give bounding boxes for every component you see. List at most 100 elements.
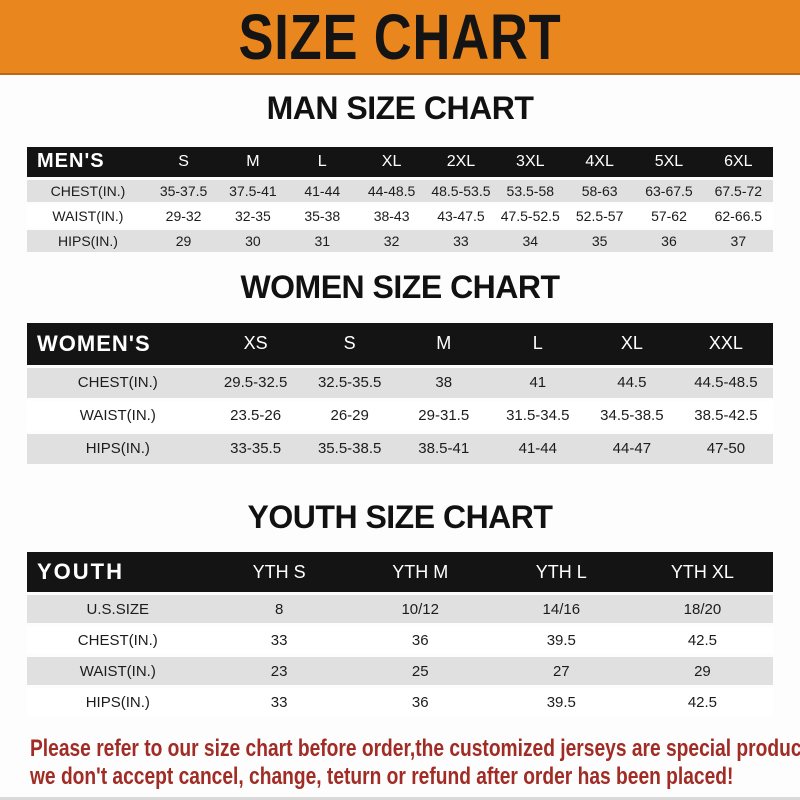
table-row: WAIST(IN.) 29-32 32-35 35-38 38-43 43-47.5 47.… [27,204,773,227]
size-value-cell: 36 [349,626,491,655]
size-value-cell: 31.5-34.5 [490,400,585,431]
column-header: 5XL [634,146,704,177]
size-value-cell: 34 [495,229,565,252]
size-value-cell: 39.5 [490,626,632,655]
column-header: XS [208,322,303,365]
youth-size-table: YOUTH YTH S YTH M YTH L YTH XL U.S.SIZE 8 10/12… [27,549,773,719]
column-header: YTH M [349,552,491,593]
size-value-cell: 42.5 [631,626,773,655]
size-value-cell: 30 [218,229,288,252]
size-value-cell: 27 [490,657,632,686]
size-value-cell: 36 [349,688,491,717]
size-value-cell: 58-63 [564,179,635,202]
table-row: CHEST(IN.) 35-37.5 37.5-41 41-44 44-48.5 48.5… [27,179,773,202]
row-label: CHEST(IN.) [27,179,149,202]
size-value-cell: 38.5-42.5 [678,400,773,431]
column-header: M [218,146,288,177]
table-row: HIPS(IN.) 33-35.5 35.5-38.5 38.5-41 41-44 44-… [27,433,773,464]
size-value-cell: 41-44 [287,179,357,202]
size-value-cell: 52.5-57 [564,204,635,227]
column-header: 3XL [495,146,565,177]
column-header: YTH L [490,552,632,593]
table-row: CHEST(IN.) 29.5-32.5 32.5-35.5 38 41 44.5 44.5… [27,367,773,398]
size-value-cell: 33 [208,626,350,655]
size-value-cell: 35.5-38.5 [302,433,397,464]
column-header: S [302,322,397,365]
column-header: S [148,146,219,177]
size-value-cell: 29-32 [148,204,219,227]
row-label: WAIST(IN.) [27,400,209,431]
size-value-cell: 44-47 [584,433,679,464]
size-value-cell: 42.5 [631,688,773,717]
column-header: L [490,322,585,365]
size-value-cell: 62-66.5 [703,204,773,227]
women-section-heading: WOMEN SIZE CHART [240,268,560,305]
size-value-cell: 48.5-53.5 [426,179,496,202]
column-header: L [287,146,357,177]
row-label: HIPS(IN.) [27,688,209,717]
table-header-row: MEN'S S M L XL 2XL 3XL 4XL 5XL 6XL [27,146,773,177]
size-value-cell: 36 [634,229,704,252]
size-value-cell: 29-31.5 [396,400,491,431]
row-label: WAIST(IN.) [27,657,209,686]
size-value-cell: 38.5-41 [396,433,491,464]
table-row: WAIST(IN.) 23.5-26 26-29 29-31.5 31.5-34.5 34… [27,400,773,431]
table-row: HIPS(IN.) 29 30 31 32 33 34 35 36 37 [27,229,773,252]
size-value-cell: 29.5-32.5 [208,367,303,398]
size-value-cell: 35-38 [287,204,357,227]
size-value-cell: 33 [208,688,350,717]
disclaimer-line-2: we don't accept cancel, change, teturn o… [30,763,734,791]
table-corner-label: YOUTH [27,552,209,593]
size-value-cell: 8 [208,595,350,624]
table-header-row: YOUTH YTH S YTH M YTH L YTH XL [27,552,773,593]
men-size-table: MEN'S S M L XL 2XL 3XL 4XL 5XL 6XL CHEST(IN.) 35-37… [27,144,773,255]
table-row: WAIST(IN.) 23 25 27 29 [27,657,773,686]
row-label: HIPS(IN.) [27,229,149,252]
size-value-cell: 57-62 [634,204,704,227]
table-row: HIPS(IN.) 33 36 39.5 42.5 [27,688,773,717]
row-label: U.S.SIZE [27,595,209,624]
size-value-cell: 29 [631,657,773,686]
size-value-cell: 35-37.5 [148,179,219,202]
size-value-cell: 18/20 [631,595,773,624]
column-header: XL [356,146,427,177]
column-header: M [396,322,491,365]
table-row: CHEST(IN.) 33 36 39.5 42.5 [27,626,773,655]
size-value-cell: 53.5-58 [495,179,565,202]
men-section-heading: MAN SIZE CHART [266,90,534,126]
size-value-cell: 37 [703,229,773,252]
size-value-cell: 23 [208,657,350,686]
disclaimer-line-1: Please refer to our size chart before or… [30,735,800,763]
size-value-cell: 32.5-35.5 [302,367,397,398]
banner: SIZE CHART [0,0,800,75]
size-value-cell: 41-44 [490,433,585,464]
row-label: CHEST(IN.) [27,626,209,655]
section-youth: YOUTH SIZE CHART YOUTH YTH S YTH M YTH L YTH… [0,499,800,720]
disclaimer-note: Please refer to our size chart before or… [30,735,800,791]
size-value-cell: 32 [356,229,427,252]
size-value-cell: 32-35 [218,204,288,227]
section-women: WOMEN SIZE CHART WOMEN'S XS S M L XL XXL CHEST(… [0,269,800,467]
size-value-cell: 35 [564,229,635,252]
size-value-cell: 44.5 [584,367,679,398]
column-header: XXL [678,322,773,365]
size-value-cell: 44.5-48.5 [678,367,773,398]
size-value-cell: 63-67.5 [634,179,704,202]
size-value-cell: 14/16 [490,595,632,624]
size-value-cell: 47.5-52.5 [495,204,565,227]
page-title: SIZE CHART [238,0,562,73]
size-value-cell: 23.5-26 [208,400,303,431]
column-header: 6XL [703,146,773,177]
size-value-cell: 34.5-38.5 [584,400,679,431]
size-value-cell: 41 [490,367,585,398]
size-value-cell: 67.5-72 [703,179,773,202]
women-size-table: WOMEN'S XS S M L XL XXL CHEST(IN.) 29.5-32.5 32.5… [27,320,773,467]
size-value-cell: 47-50 [678,433,773,464]
column-header: 4XL [564,146,635,177]
column-header: XL [584,322,679,365]
size-value-cell: 39.5 [490,688,632,717]
size-value-cell: 37.5-41 [218,179,288,202]
size-value-cell: 33-35.5 [208,433,303,464]
size-value-cell: 26-29 [302,400,397,431]
